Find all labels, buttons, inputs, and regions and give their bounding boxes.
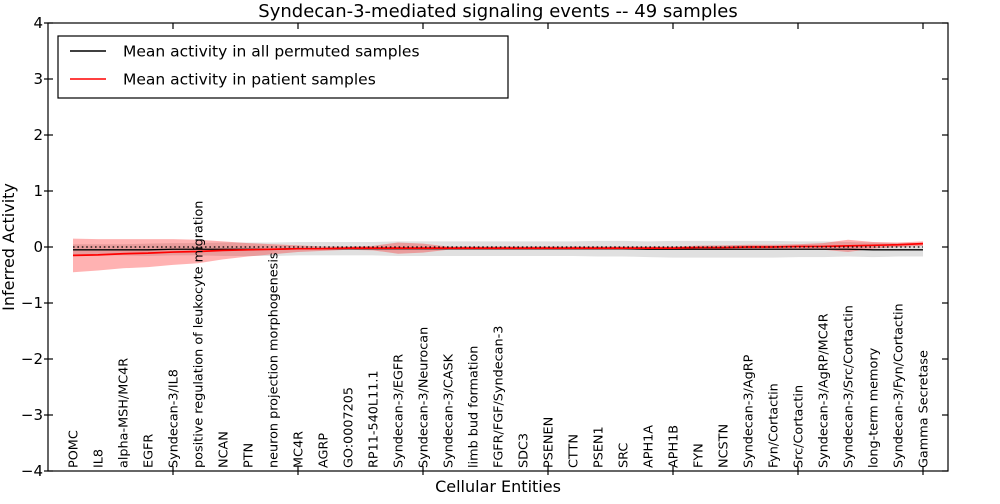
x-entity-label: PTN bbox=[242, 443, 257, 468]
y-tick-label: 1 bbox=[33, 182, 43, 200]
x-entity-label: FGFR/FGF/Syndecan-3 bbox=[492, 326, 507, 468]
x-entity-label: SDC3 bbox=[517, 433, 532, 468]
x-entity-label: Syndecan-3/Fyn/Cortactin bbox=[892, 303, 907, 468]
x-entity-label: PSENEN bbox=[542, 417, 557, 468]
x-entity-label: NCSTN bbox=[717, 424, 732, 468]
x-entity-label: CTTN bbox=[567, 434, 582, 468]
x-axis-label: Cellular Entities bbox=[435, 477, 561, 496]
x-entity-label: Gamma Secretase bbox=[917, 350, 932, 468]
x-entity-label: POMC bbox=[67, 430, 82, 468]
legend: Mean activity in all permuted samples Me… bbox=[57, 35, 509, 99]
y-tick-label: 0 bbox=[33, 238, 43, 256]
x-entity-label: NCAN bbox=[217, 431, 232, 468]
y-tick-label: −4 bbox=[21, 462, 43, 480]
y-tick-labels: −4 −3 −2 −1 0 1 2 3 4 bbox=[21, 14, 43, 480]
x-entity-label: Syndecan-3/CASK bbox=[442, 353, 457, 468]
plot-border bbox=[47, 22, 949, 472]
x-entity-label: PSEN1 bbox=[592, 426, 607, 468]
y-tick-label: −3 bbox=[21, 406, 43, 424]
x-entity-label: limb bud formation bbox=[467, 346, 482, 468]
y-axis-label: Inferred Activity bbox=[0, 183, 18, 311]
x-entity-label: AGRP bbox=[317, 433, 332, 468]
x-entity-label: SRC bbox=[617, 443, 632, 468]
chart-title: Syndecan-3-mediated signaling events -- … bbox=[258, 1, 737, 22]
x-entity-label: APH1A bbox=[642, 425, 657, 468]
y-tick-label: 4 bbox=[33, 14, 43, 32]
x-entity-label: Syndecan-3/EGFR bbox=[392, 354, 407, 468]
x-entity-label: MC4R bbox=[292, 431, 307, 468]
x-entity-label: Syndecan-3/IL8 bbox=[167, 369, 182, 468]
x-entity-label: EGFR bbox=[142, 434, 157, 468]
x-entity-label: Syndecan-3/AgRP/MC4R bbox=[817, 313, 832, 468]
x-entity-label: neuron projection morphogenesis bbox=[267, 252, 282, 468]
x-entity-label: GO:0007205 bbox=[342, 387, 357, 468]
x-entity-label: Syndecan-3/Src/Cortactin bbox=[842, 305, 857, 468]
x-entity-label: Fyn/Cortactin bbox=[767, 383, 782, 468]
x-entity-label: Src/Cortactin bbox=[792, 385, 807, 468]
y-tick-label: 2 bbox=[33, 126, 43, 144]
x-entity-label: IL8 bbox=[92, 449, 107, 468]
x-entity-label: APH1B bbox=[667, 425, 682, 468]
axis-ticks bbox=[44, 22, 948, 475]
x-entity-labels: POMC IL8 alpha-MSH/MC4R EGFR Syndecan-3/IL8 p… bbox=[67, 201, 932, 468]
y-tick-label: −2 bbox=[21, 350, 43, 368]
series-lines bbox=[72, 242, 924, 257]
x-entity-label: Syndecan-3/AgRP bbox=[742, 354, 757, 468]
x-entity-label: RP11-540L11.1 bbox=[367, 370, 382, 468]
legend-box bbox=[57, 35, 509, 99]
legend-label-patient: Mean activity in patient samples bbox=[123, 71, 376, 89]
x-entity-label: positive regulation of leukocyte migrati… bbox=[192, 201, 207, 468]
x-entity-label: long-term memory bbox=[867, 347, 882, 468]
x-entity-label: Syndecan-3/Neurocan bbox=[417, 327, 432, 468]
y-tick-label: −1 bbox=[21, 294, 43, 312]
legend-label-permuted: Mean activity in all permuted samples bbox=[123, 43, 420, 61]
x-entity-label: FYN bbox=[692, 443, 707, 468]
y-tick-label: 3 bbox=[33, 70, 43, 88]
patient-mean-line bbox=[72, 242, 924, 257]
x-entity-label: alpha-MSH/MC4R bbox=[117, 358, 132, 468]
